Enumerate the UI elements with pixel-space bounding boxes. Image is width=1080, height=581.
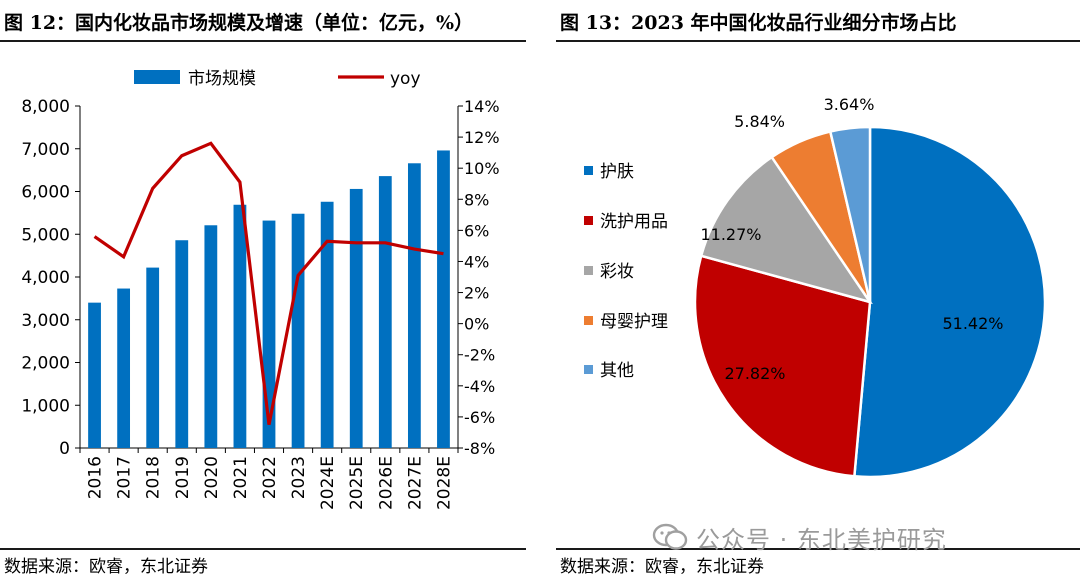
left-y-tick-label: 6,000 [21,183,70,203]
pie-value-label: 27.82% [724,364,785,383]
x-tick-label: 2024E [318,456,338,510]
left-y-tick-label: 7,000 [21,140,70,160]
right-y-tick-label: -8% [464,439,495,458]
right-y-tick-label: 0% [464,315,489,334]
right-y-tick-label: 4% [464,252,489,271]
bar [175,240,189,448]
pie-slice [828,125,872,303]
market-size-chart: 0 1,000 2,000 3,000 4,000 5,000 6,000 7,000 8,00… [21,69,500,510]
watermark-text: 公众号 · 东北美护研究 [696,526,947,554]
bar [146,267,160,448]
legend-bar-label: 市场规模 [188,69,256,89]
title-divider [556,40,1080,42]
x-tick-label: 2019 [173,456,193,499]
pie-slice [693,254,872,478]
bar [117,288,131,448]
x-tick-label: 2022 [260,456,280,499]
x-tick-label: 2027E [405,456,425,510]
figure-13-title: 图 13：2023 年中国化妆品行业细分市场占比 [560,12,957,34]
yoy-line [93,141,444,425]
right-y-tick-label: 2% [464,284,489,303]
right-y-tick-label: -4% [464,377,495,396]
legend-swatch [584,316,593,325]
segment-share-chart: 51.42% 27.82% 11.27% 5.84% 3.64% 护肤洗护用品彩妆母婴护理… [584,95,1047,479]
left-y-tick-label: 0 [59,439,70,459]
bar [233,204,247,448]
x-tick-label: 2021 [231,456,251,499]
title-divider [0,40,526,42]
x-tick-label: 2016 [86,456,106,499]
x-tick-label: 2028E [434,456,454,510]
legend-swatch [584,365,593,374]
legend-swatch [584,166,593,175]
pie-value-label: 11.27% [700,225,761,244]
bar [407,163,421,448]
left-y-tick-label: 1,000 [21,396,70,416]
right-y-tick-label: 10% [464,159,500,178]
source-divider [0,548,526,550]
legend-label: 彩妆 [600,262,634,282]
figure-12-title: 图 12：国内化妆品市场规模及增速（单位：亿元，%） [4,12,474,34]
legend-line-label: yoy [390,69,421,89]
legend-swatch [584,216,593,225]
pie-slice [852,125,1047,479]
bar [437,150,450,448]
right-source-note: 数据来源：欧睿，东北证券 [560,557,764,577]
bar [349,188,363,448]
pie-slice [699,155,873,305]
bar [378,176,392,449]
x-tick-label: 2018 [144,456,164,499]
right-y-tick-label: 8% [464,190,489,209]
legend-label: 洗护用品 [600,212,668,232]
right-y-tick-label: 14% [464,97,500,116]
left-y-tick-label: 4,000 [21,268,70,288]
bar [88,302,101,448]
left-y-tick-label: 2,000 [21,354,70,374]
segment-share-panel: 图 13：2023 年中国化妆品行业细分市场占比 51.42% 27.82% 11.… [556,0,1080,581]
right-y-tick-label: -2% [464,346,495,365]
x-tick-label: 2020 [202,456,222,499]
left-source-note: 数据来源：欧睿，东北证券 [4,557,208,577]
x-tick-label: 2026E [376,456,396,510]
legend-bar-swatch [134,70,180,84]
left-y-tick-label: 3,000 [21,311,70,331]
legend-label: 母婴护理 [600,312,668,332]
right-y-tick-label: 6% [464,221,489,240]
pie-value-label: 51.42% [942,314,1003,333]
x-tick-label: 2025E [347,456,367,510]
wechat-icon [652,523,688,550]
bar [320,201,334,448]
legend-label: 其他 [600,361,634,381]
pie-value-label: 3.64% [824,95,875,114]
x-tick-label: 2023 [289,456,309,499]
market-size-panel: 图 12：国内化妆品市场规模及增速（单位：亿元，%） 0 1,000 2,000 3,… [0,0,526,581]
bar [204,225,218,448]
legend-swatch [584,266,593,275]
x-tick-label: 2017 [115,456,135,499]
left-y-tick-label: 5,000 [21,225,70,245]
left-y-tick-label: 8,000 [21,97,70,117]
right-y-tick-label: -6% [464,408,495,427]
source-divider [556,548,1080,550]
bar [291,213,305,448]
legend-label: 护肤 [600,162,634,182]
pie-value-label: 5.84% [734,112,785,131]
right-y-tick-label: 12% [464,128,500,147]
